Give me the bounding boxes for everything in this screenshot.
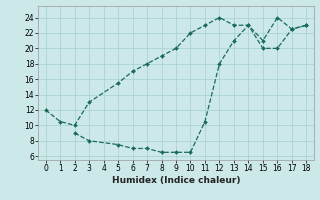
- X-axis label: Humidex (Indice chaleur): Humidex (Indice chaleur): [112, 176, 240, 185]
